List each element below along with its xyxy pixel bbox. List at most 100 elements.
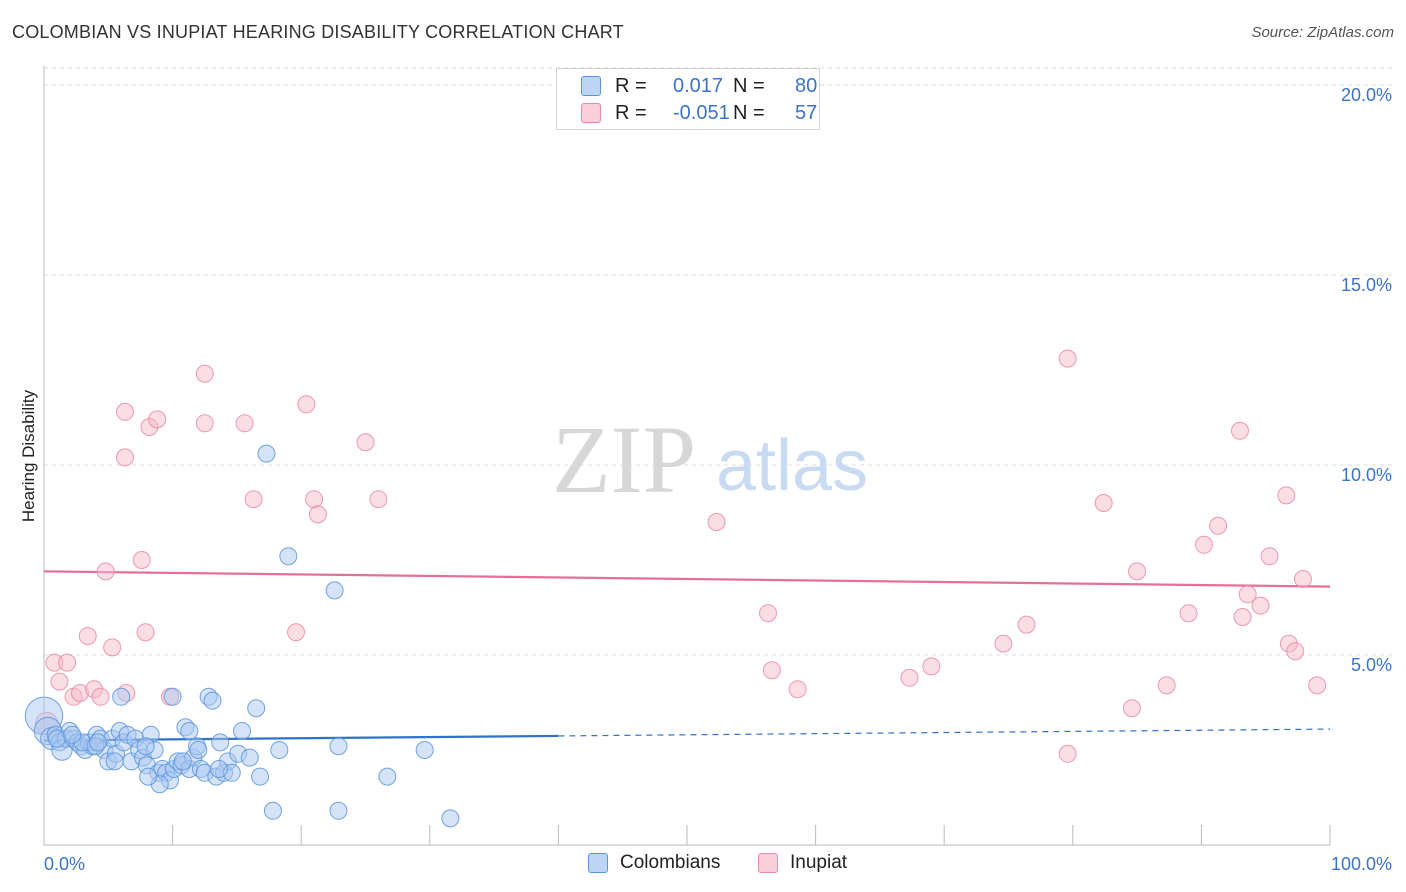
- point-inupiat: [1194, 535, 1213, 554]
- point-inupiat: [78, 627, 97, 645]
- point-inupiat: [1260, 547, 1279, 566]
- legend-label: Inupiat: [790, 852, 848, 873]
- point-inupiat: [1230, 421, 1249, 440]
- point-inupiat: [244, 490, 263, 509]
- trend-line-blue-extrapolated: [558, 728, 1331, 737]
- point-inupiat: [91, 687, 110, 706]
- y-tick-label: 10.0%: [1341, 465, 1392, 485]
- point-colombians: [329, 737, 348, 756]
- point-inupiat: [1251, 596, 1270, 615]
- point-colombians: [105, 752, 124, 771]
- data-points: [24, 91, 1327, 828]
- point-inupiat: [356, 433, 375, 452]
- point-colombians: [63, 725, 82, 744]
- chart-title: COLOMBIAN VS INUPIAT HEARING DISABILITY …: [12, 22, 624, 42]
- point-inupiat: [788, 680, 807, 699]
- point-inupiat: [96, 562, 115, 581]
- point-colombians: [180, 722, 199, 740]
- y-tick-label: 15.0%: [1341, 275, 1392, 295]
- point-inupiat: [759, 604, 778, 623]
- point-colombians: [257, 444, 276, 463]
- point-inupiat: [1293, 570, 1312, 588]
- watermark-zip: ZIP: [552, 406, 696, 513]
- point-inupiat: [1128, 562, 1147, 581]
- point-colombians: [247, 699, 266, 718]
- point-inupiat: [116, 402, 135, 421]
- legend-r-label: R =: [615, 102, 647, 124]
- point-inupiat: [195, 364, 214, 383]
- point-colombians: [89, 733, 108, 752]
- point-inupiat: [195, 414, 214, 433]
- point-inupiat: [116, 448, 135, 467]
- y-tick-label: 5.0%: [1351, 655, 1392, 675]
- trend-line-pink: [43, 570, 1331, 588]
- point-colombians: [173, 752, 192, 771]
- point-colombians: [325, 581, 344, 600]
- point-colombians: [240, 748, 259, 767]
- point-colombians: [139, 767, 158, 786]
- point-inupiat: [1058, 349, 1077, 368]
- point-inupiat: [1209, 516, 1228, 535]
- legend-r-value: -0.051: [673, 102, 730, 124]
- point-inupiat: [1017, 615, 1036, 634]
- legend-swatch-blue: [581, 76, 601, 96]
- legend-n-label: N =: [733, 102, 765, 124]
- point-inupiat: [1094, 494, 1113, 512]
- point-inupiat: [922, 657, 941, 676]
- point-colombians: [415, 741, 434, 759]
- point-inupiat: [58, 653, 77, 672]
- point-inupiat: [1122, 699, 1141, 718]
- point-colombians: [136, 737, 155, 756]
- point-inupiat: [1058, 744, 1077, 763]
- point-colombians: [47, 729, 66, 748]
- point-colombians: [329, 801, 348, 820]
- point-inupiat: [308, 505, 327, 524]
- y-tick-label: 20.0%: [1341, 85, 1392, 105]
- source-label: Source: ZipAtlas.com: [1251, 24, 1394, 41]
- point-colombians: [209, 760, 228, 778]
- x-tick-label: 0.0%: [44, 854, 85, 874]
- point-colombians: [441, 809, 460, 828]
- point-colombians: [189, 741, 208, 759]
- point-inupiat: [297, 395, 316, 414]
- legend-r-value: 0.017: [673, 75, 724, 97]
- point-inupiat: [132, 551, 151, 569]
- point-inupiat: [1233, 608, 1252, 626]
- legend-swatch-blue: [588, 853, 608, 873]
- point-colombians: [378, 767, 397, 786]
- point-inupiat: [1308, 676, 1327, 695]
- point-inupiat: [762, 661, 781, 680]
- point-inupiat: [1179, 604, 1198, 623]
- point-inupiat: [1157, 676, 1176, 695]
- tick-labels: 5.0% 10.0% 15.0% 20.0% 0.0% 100.0%: [44, 85, 1392, 874]
- point-inupiat: [148, 410, 167, 429]
- point-colombians: [251, 767, 270, 786]
- point-inupiat: [305, 490, 324, 509]
- legend-swatch-pink: [581, 103, 601, 123]
- point-inupiat: [369, 490, 388, 509]
- point-inupiat: [900, 668, 919, 687]
- point-inupiat: [1286, 642, 1305, 661]
- point-colombians: [270, 741, 289, 759]
- point-inupiat: [1238, 585, 1257, 604]
- point-colombians: [211, 733, 230, 752]
- point-colombians: [163, 687, 182, 706]
- watermark: ZIP atlas: [552, 406, 868, 513]
- point-inupiat: [287, 623, 306, 642]
- point-inupiat: [1277, 486, 1296, 505]
- point-inupiat: [50, 672, 69, 691]
- point-colombians: [279, 547, 298, 566]
- y-axis-title: Hearing Disability: [19, 389, 38, 522]
- point-inupiat: [707, 513, 726, 531]
- point-colombians: [233, 722, 252, 740]
- point-inupiat: [235, 414, 254, 433]
- legend-n-value: 57: [795, 102, 818, 124]
- grid-lines: [44, 67, 1392, 656]
- point-colombians: [112, 687, 131, 706]
- legend-n-value: 80: [795, 75, 818, 97]
- legend-swatch-pink: [758, 853, 778, 873]
- x-tick-label: 100.0%: [1331, 854, 1392, 874]
- point-colombians: [203, 691, 222, 710]
- point-inupiat: [994, 634, 1013, 653]
